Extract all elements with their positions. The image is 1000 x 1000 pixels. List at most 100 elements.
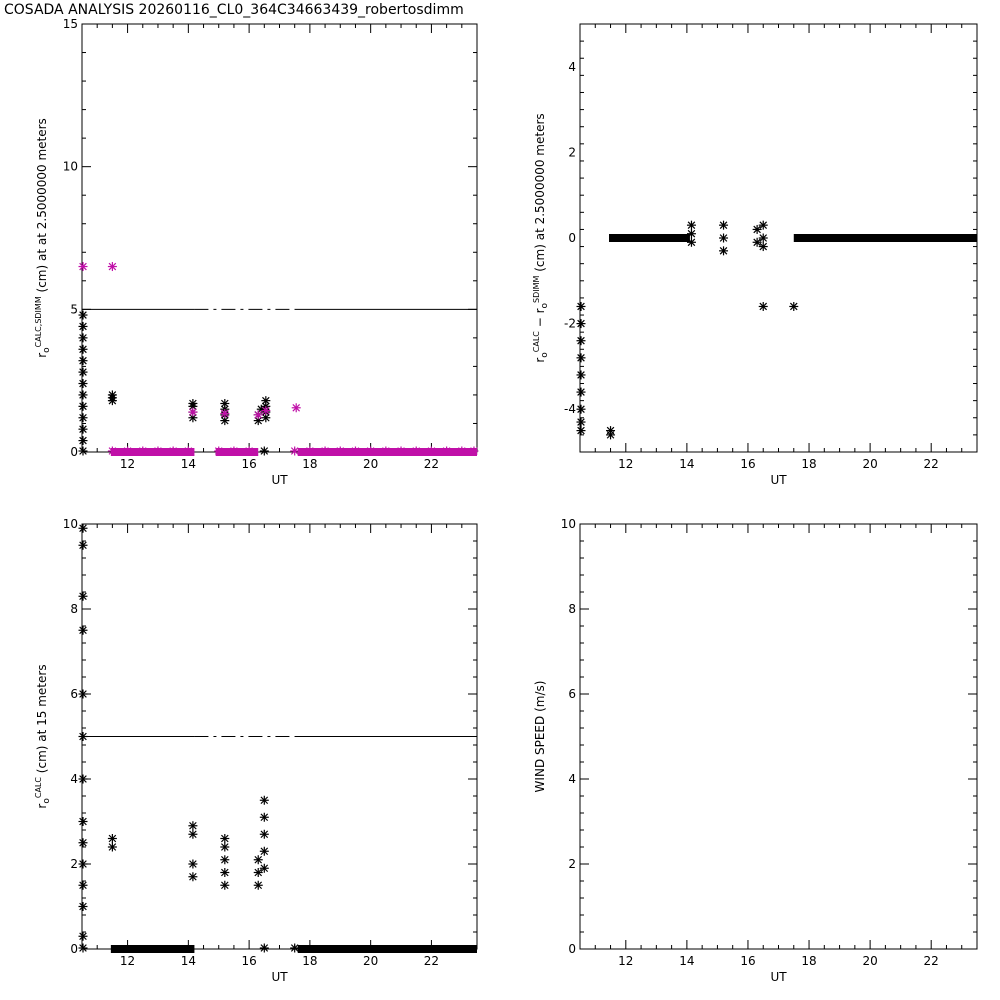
data-point: [220, 868, 230, 877]
y-tick-label: 5: [70, 302, 78, 316]
page-title: COSADA ANALYSIS 20260116_CL0_364C3466343…: [4, 2, 464, 18]
data-point: [576, 301, 586, 311]
data-point: [220, 855, 230, 865]
y-axis-label: roCALC − roSDIMM (cm) at 2.5000000 meter…: [532, 113, 550, 362]
data-point: [78, 774, 88, 784]
data-point: [220, 880, 230, 890]
data-point: [220, 842, 230, 852]
data-point: [686, 220, 696, 230]
data-point: [253, 410, 263, 420]
data-point: [259, 795, 269, 805]
y-tick-label: 0: [70, 942, 78, 956]
data-point: [259, 812, 269, 822]
data-point: [138, 446, 148, 456]
data-point: [107, 390, 117, 400]
y-axis-label-part: o: [42, 347, 52, 353]
data-point: [188, 398, 198, 408]
x-tick-label: 22: [424, 457, 439, 471]
y-tick-label: 4: [568, 772, 576, 786]
y-tick-label: 10: [63, 160, 78, 174]
data-point: [758, 233, 768, 243]
y-tick-label: 2: [568, 857, 576, 871]
x-tick-label: 12: [618, 457, 633, 471]
y-axis-label: roCALC,SDIMM (cm) at at 2.5000000 meters: [34, 118, 52, 358]
data-point: [78, 413, 88, 423]
data-point: [188, 859, 198, 869]
data-point: [320, 446, 330, 456]
x-tick-label: 16: [740, 457, 755, 471]
y-tick-label: 2: [70, 857, 78, 871]
data-point: [576, 319, 586, 329]
x-tick-label: 16: [740, 954, 755, 968]
data-point: [107, 446, 117, 456]
data-point: [789, 301, 799, 311]
data-point: [78, 310, 88, 320]
y-tick-label: 4: [568, 60, 576, 74]
y-tick-label: 4: [70, 772, 78, 786]
y-tick-label: 8: [568, 602, 576, 616]
data-point: [261, 396, 271, 406]
data-point: [78, 344, 88, 354]
x-tick-label: 14: [181, 457, 196, 471]
y-tick-label: 15: [63, 17, 78, 31]
y-axis-label: roCALC (cm) at 15 meters: [34, 664, 52, 808]
y-axis-label: WIND SPEED (m/s): [533, 681, 547, 793]
x-tick-label: 20: [862, 457, 877, 471]
data-band: [297, 945, 477, 953]
data-point: [78, 523, 88, 533]
data-point: [253, 855, 263, 865]
data-point: [366, 446, 376, 456]
y-tick-label: 0: [568, 231, 576, 245]
data-point: [381, 446, 391, 456]
data-point: [168, 446, 178, 456]
data-point: [442, 446, 452, 456]
y-tick-label: 0: [568, 942, 576, 956]
x-tick-label: 12: [120, 457, 135, 471]
x-tick-label: 18: [302, 954, 317, 968]
data-point: [290, 943, 300, 953]
data-point: [214, 446, 224, 456]
y-tick-label: 10: [561, 517, 576, 531]
data-point: [78, 424, 88, 434]
x-axis-label: UT: [271, 473, 288, 487]
data-point: [350, 446, 360, 456]
x-tick-label: 18: [801, 954, 816, 968]
data-band: [609, 234, 690, 242]
data-point: [752, 224, 762, 234]
data-point: [290, 446, 300, 456]
data-point: [457, 446, 467, 456]
data-point: [78, 689, 88, 699]
data-point: [78, 817, 88, 826]
x-tick-label: 16: [241, 457, 256, 471]
panel-bottom-left: 12 14 16 18 20 22 0 2 4 6 8 10 UT roCALC (cm) at 15 m…: [34, 517, 478, 984]
y-tick-label: 6: [568, 687, 576, 701]
data-point: [78, 367, 88, 377]
data-point: [576, 336, 586, 346]
data-point: [426, 446, 436, 456]
x-axis-label: UT: [271, 970, 288, 984]
data-point: [469, 446, 479, 456]
y-tick-label: 2: [568, 145, 576, 159]
data-point: [220, 398, 230, 408]
data-band: [215, 448, 259, 456]
data-point: [244, 446, 254, 456]
data-point: [107, 834, 117, 843]
data-point: [188, 829, 198, 839]
x-axis-label: UT: [770, 473, 787, 487]
data-point: [576, 370, 586, 380]
y-axis-label-part: CALC,SDIMM: [34, 296, 43, 347]
x-tick-label: 12: [120, 954, 135, 968]
data-point: [758, 301, 768, 311]
data-band: [793, 234, 977, 242]
data-point: [78, 436, 88, 446]
y-tick-label: 8: [70, 602, 78, 616]
data-point: [606, 430, 616, 440]
y-axis-label-part: SDIMM: [532, 275, 541, 303]
x-tick-label: 18: [302, 457, 317, 471]
data-point: [253, 868, 263, 877]
data-point: [253, 880, 263, 890]
y-axis-label-part: CALC: [532, 331, 541, 353]
x-tick-label: 20: [363, 457, 378, 471]
